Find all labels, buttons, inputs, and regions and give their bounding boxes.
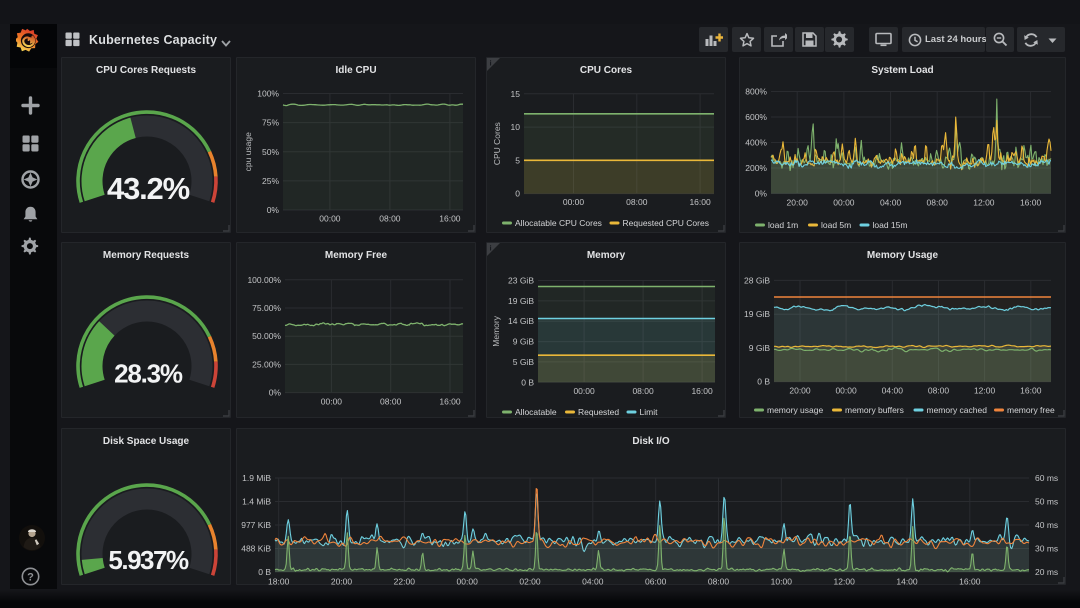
svg-text:0 B: 0 B bbox=[757, 377, 770, 387]
svg-text:?: ? bbox=[27, 571, 34, 583]
svg-text:20:00: 20:00 bbox=[331, 577, 353, 587]
svg-text:30 ms: 30 ms bbox=[1035, 544, 1058, 554]
svg-text:12:00: 12:00 bbox=[974, 386, 996, 396]
svg-text:14 GiB: 14 GiB bbox=[508, 316, 534, 326]
svg-text:10: 10 bbox=[511, 122, 521, 132]
svg-text:75%: 75% bbox=[262, 118, 279, 128]
svg-text:0%: 0% bbox=[755, 189, 768, 199]
svg-text:06:00: 06:00 bbox=[645, 577, 667, 587]
svg-text:18:00: 18:00 bbox=[268, 577, 290, 587]
svg-text:08:00: 08:00 bbox=[928, 386, 950, 396]
svg-text:20:00: 20:00 bbox=[789, 386, 811, 396]
svg-text:19 GiB: 19 GiB bbox=[508, 296, 534, 306]
svg-text:12:00: 12:00 bbox=[973, 198, 995, 208]
svg-text:0%: 0% bbox=[267, 205, 280, 215]
svg-text:40 ms: 40 ms bbox=[1035, 520, 1058, 530]
svg-text:08:00: 08:00 bbox=[927, 198, 949, 208]
svg-text:0 B: 0 B bbox=[521, 377, 534, 387]
svg-text:Requested: Requested bbox=[578, 407, 619, 417]
svg-text:50 ms: 50 ms bbox=[1035, 497, 1058, 507]
svg-text:00:00: 00:00 bbox=[563, 197, 585, 207]
svg-text:20 ms: 20 ms bbox=[1035, 567, 1058, 577]
svg-text:10:00: 10:00 bbox=[771, 577, 793, 587]
svg-text:08:00: 08:00 bbox=[380, 397, 402, 407]
svg-text:0 B: 0 B bbox=[258, 567, 271, 577]
svg-text:15: 15 bbox=[511, 89, 521, 99]
svg-text:16:00: 16:00 bbox=[689, 197, 711, 207]
svg-text:400%: 400% bbox=[745, 138, 767, 148]
svg-text:600%: 600% bbox=[745, 112, 767, 122]
svg-text:memory buffers: memory buffers bbox=[845, 405, 904, 415]
svg-text:i: i bbox=[490, 246, 492, 253]
svg-text:28.3%: 28.3% bbox=[114, 359, 183, 389]
svg-text:19 GiB: 19 GiB bbox=[744, 309, 770, 319]
svg-text:16:00: 16:00 bbox=[1020, 198, 1042, 208]
svg-text:75.00%: 75.00% bbox=[252, 303, 281, 313]
svg-text:5 GiB: 5 GiB bbox=[513, 357, 535, 367]
svg-text:25%: 25% bbox=[262, 176, 279, 186]
svg-text:Limit: Limit bbox=[640, 407, 659, 417]
svg-text:977 KiB: 977 KiB bbox=[241, 520, 271, 530]
svg-text:0: 0 bbox=[515, 189, 520, 199]
svg-text:100%: 100% bbox=[257, 89, 279, 99]
svg-text:16:00: 16:00 bbox=[691, 386, 713, 396]
svg-text:08:00: 08:00 bbox=[626, 197, 648, 207]
svg-text:16:00: 16:00 bbox=[439, 397, 461, 407]
svg-text:9 GiB: 9 GiB bbox=[749, 343, 771, 353]
svg-text:60 ms: 60 ms bbox=[1035, 473, 1058, 483]
svg-text:5.937%: 5.937% bbox=[108, 545, 189, 575]
svg-text:488 KiB: 488 KiB bbox=[241, 544, 271, 554]
svg-text:08:00: 08:00 bbox=[708, 577, 730, 587]
svg-text:04:00: 04:00 bbox=[882, 386, 904, 396]
svg-text:load 1m: load 1m bbox=[768, 220, 798, 230]
svg-text:100.00%: 100.00% bbox=[247, 275, 281, 285]
svg-text:memory free: memory free bbox=[1007, 405, 1055, 415]
svg-text:load 15m: load 15m bbox=[873, 220, 908, 230]
svg-text:23 GiB: 23 GiB bbox=[508, 276, 534, 286]
svg-text:00:00: 00:00 bbox=[321, 397, 343, 407]
svg-text:43.2%: 43.2% bbox=[107, 171, 190, 206]
svg-text:25.00%: 25.00% bbox=[252, 359, 281, 369]
svg-text:memory cached: memory cached bbox=[927, 405, 988, 415]
svg-text:00:00: 00:00 bbox=[833, 198, 855, 208]
svg-text:02:00: 02:00 bbox=[519, 577, 541, 587]
svg-text:1.9 MiB: 1.9 MiB bbox=[242, 473, 271, 483]
svg-text:1.4 MiB: 1.4 MiB bbox=[242, 497, 271, 507]
svg-text:load 5m: load 5m bbox=[821, 220, 851, 230]
svg-text:04:00: 04:00 bbox=[582, 577, 604, 587]
svg-text:9 GiB: 9 GiB bbox=[513, 337, 535, 347]
svg-text:Allocatable: Allocatable bbox=[515, 407, 557, 417]
svg-text:0%: 0% bbox=[269, 388, 282, 398]
svg-text:i: i bbox=[490, 61, 492, 68]
svg-text:16:00: 16:00 bbox=[439, 214, 461, 224]
svg-text:50.00%: 50.00% bbox=[252, 331, 281, 341]
svg-text:5: 5 bbox=[515, 155, 520, 165]
svg-text:14:00: 14:00 bbox=[896, 577, 918, 587]
svg-text:12:00: 12:00 bbox=[834, 577, 856, 587]
svg-text:16:00: 16:00 bbox=[959, 577, 981, 587]
svg-text:08:00: 08:00 bbox=[632, 386, 654, 396]
svg-text:04:00: 04:00 bbox=[880, 198, 902, 208]
svg-text:memory usage: memory usage bbox=[767, 405, 823, 415]
svg-text:cpu usage: cpu usage bbox=[243, 132, 253, 171]
svg-text:22:00: 22:00 bbox=[394, 577, 416, 587]
svg-text:Memory: Memory bbox=[491, 315, 501, 346]
svg-text:16:00: 16:00 bbox=[1020, 386, 1042, 396]
svg-text:00:00: 00:00 bbox=[319, 214, 341, 224]
svg-text:200%: 200% bbox=[745, 163, 767, 173]
svg-text:Allocatable CPU Cores: Allocatable CPU Cores bbox=[515, 218, 602, 228]
svg-text:CPU Cores: CPU Cores bbox=[492, 122, 502, 165]
svg-text:00:00: 00:00 bbox=[457, 577, 479, 587]
svg-text:08:00: 08:00 bbox=[379, 214, 401, 224]
svg-text:28 GiB: 28 GiB bbox=[744, 275, 770, 285]
svg-text:Requested CPU Cores: Requested CPU Cores bbox=[623, 218, 709, 228]
svg-text:00:00: 00:00 bbox=[835, 386, 857, 396]
svg-text:20:00: 20:00 bbox=[787, 198, 809, 208]
svg-text:00:00: 00:00 bbox=[573, 386, 595, 396]
svg-text:800%: 800% bbox=[745, 87, 767, 97]
svg-text:50%: 50% bbox=[262, 147, 279, 157]
